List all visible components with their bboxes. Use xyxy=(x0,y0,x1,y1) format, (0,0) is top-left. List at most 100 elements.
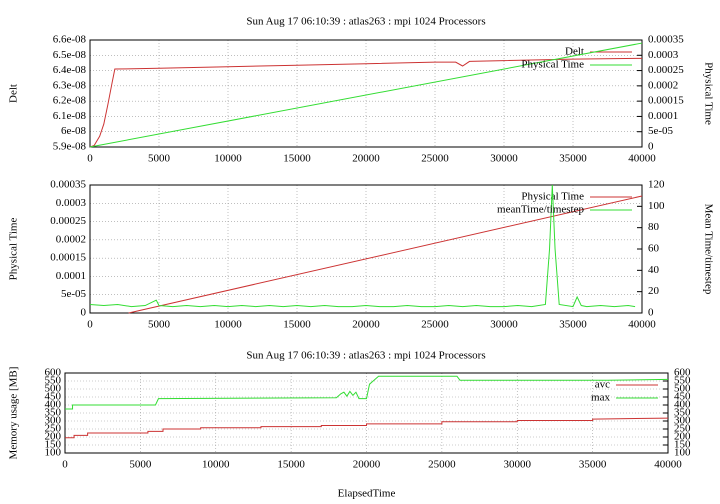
legend-label: avc xyxy=(595,379,610,391)
x-tick-label: 15000 xyxy=(277,459,305,471)
y2-tick-label: 150 xyxy=(674,439,691,451)
y-tick-label: 6.2e-08 xyxy=(53,95,87,107)
y2-tick-label: 20 xyxy=(648,285,660,297)
y-tick-label: 450 xyxy=(45,391,62,403)
y-axis-label: Memory usage [MB] xyxy=(8,367,20,460)
y2-tick-label: 80 xyxy=(648,221,660,233)
x-tick-label: 5000 xyxy=(129,459,152,471)
x-tick-label: 20000 xyxy=(353,459,381,471)
y-tick-label: 400 xyxy=(45,399,62,411)
y2-tick-label: 0.00025 xyxy=(648,64,684,76)
x-tick-label: 10000 xyxy=(202,459,230,471)
x-tick-label: 25000 xyxy=(421,153,449,165)
plot-frame xyxy=(64,372,669,454)
y-tick-label: 550 xyxy=(45,375,62,387)
y2-tick-label: 0.0003 xyxy=(648,49,679,61)
y-tick-label: 0.00025 xyxy=(50,215,86,227)
y-tick-label: 300 xyxy=(45,415,62,427)
x-tick-label: 30000 xyxy=(504,459,532,471)
y2-tick-label: 0.00015 xyxy=(648,95,684,107)
y2-axis-label: Mean Time/timestep xyxy=(702,204,714,295)
legend-label: max xyxy=(591,392,610,404)
y2-tick-label: 60 xyxy=(648,243,660,255)
y-tick-label: 5e-05 xyxy=(61,288,87,300)
y2-tick-label: 250 xyxy=(674,423,691,435)
y2-tick-label: 350 xyxy=(674,407,691,419)
x-tick-label: 30000 xyxy=(490,319,518,331)
y2-tick-label: 600 xyxy=(674,367,691,379)
x-tick-label: 10000 xyxy=(214,153,242,165)
y-tick-label: 5.9e-08 xyxy=(53,141,87,153)
y-tick-label: 0.00035 xyxy=(50,179,86,191)
y2-tick-label: 40 xyxy=(648,264,660,276)
y2-tick-label: 100 xyxy=(674,447,691,459)
y2-tick-label: 550 xyxy=(674,375,691,387)
x-axis-label: ElapsedTime xyxy=(338,488,396,500)
y-tick-label: 100 xyxy=(45,447,62,459)
data-line xyxy=(65,375,669,410)
y-axis-label: Physical Time xyxy=(8,218,20,281)
y-tick-label: 0.0002 xyxy=(56,233,86,245)
y-axis-label: Delt xyxy=(8,84,20,103)
x-tick-label: 35000 xyxy=(579,459,607,471)
y-tick-label: 500 xyxy=(45,383,62,395)
y2-tick-label: 0.0001 xyxy=(648,110,678,122)
x-tick-label: 20000 xyxy=(352,153,380,165)
y2-tick-label: 450 xyxy=(674,391,691,403)
y-tick-label: 350 xyxy=(45,407,62,419)
y-tick-label: 6.1e-08 xyxy=(53,110,87,122)
x-tick-label: 25000 xyxy=(421,319,449,331)
y2-tick-label: 0.0002 xyxy=(648,79,678,91)
y-tick-label: 6e-08 xyxy=(61,125,87,137)
y2-tick-label: 500 xyxy=(674,383,691,395)
y2-tick-label: 400 xyxy=(674,399,691,411)
y2-tick-label: 200 xyxy=(674,431,691,443)
data-line xyxy=(128,195,643,314)
plot-frame xyxy=(89,39,643,148)
legend-label: meanTime/timestep xyxy=(497,204,584,216)
data-line xyxy=(89,184,636,308)
y2-tick-label: 0 xyxy=(648,141,654,153)
x-tick-label: 0 xyxy=(62,459,68,471)
y-tick-label: 0 xyxy=(81,307,87,319)
x-tick-label: 10000 xyxy=(214,319,242,331)
x-tick-label: 5000 xyxy=(148,153,171,165)
y-tick-label: 0.0003 xyxy=(56,197,87,209)
x-tick-label: 40000 xyxy=(628,153,656,165)
x-tick-label: 20000 xyxy=(352,319,380,331)
data-line xyxy=(89,42,643,148)
data-line xyxy=(89,57,643,148)
x-tick-label: 0 xyxy=(87,319,93,331)
y-tick-label: 0.0001 xyxy=(56,270,86,282)
y-tick-label: 0.00015 xyxy=(50,252,86,264)
chart-title: Sun Aug 17 06:10:39 : atlas263 : mpi 102… xyxy=(246,350,485,362)
chart-title: Sun Aug 17 06:10:39 : atlas263 : mpi 102… xyxy=(246,16,485,28)
y-tick-label: 6.5e-08 xyxy=(53,49,87,61)
y-tick-label: 250 xyxy=(45,423,62,435)
x-tick-label: 15000 xyxy=(283,153,311,165)
y2-tick-label: 5e-05 xyxy=(648,125,674,137)
x-tick-label: 30000 xyxy=(490,153,518,165)
y-tick-label: 200 xyxy=(45,431,62,443)
y2-tick-label: 100 xyxy=(648,200,665,212)
y2-axis-label: Physical Time xyxy=(702,62,714,125)
data-line xyxy=(65,417,669,439)
y2-tick-label: 0.00035 xyxy=(648,34,684,46)
plot-frame xyxy=(89,184,643,314)
x-tick-label: 25000 xyxy=(428,459,456,471)
legend-label: Physical Time xyxy=(521,59,584,71)
y2-tick-label: 0 xyxy=(648,307,654,319)
y-tick-label: 6.4e-08 xyxy=(53,64,87,76)
x-tick-label: 0 xyxy=(87,153,93,165)
x-tick-label: 5000 xyxy=(148,319,171,331)
y2-tick-label: 120 xyxy=(648,179,665,191)
y-tick-label: 150 xyxy=(45,439,62,451)
x-tick-label: 35000 xyxy=(559,319,587,331)
y-tick-label: 6.3e-08 xyxy=(53,79,87,91)
x-tick-label: 40000 xyxy=(654,459,682,471)
y-tick-label: 600 xyxy=(45,367,62,379)
x-tick-label: 35000 xyxy=(559,153,587,165)
y-tick-label: 6.6e-08 xyxy=(53,34,87,46)
y2-tick-label: 300 xyxy=(674,415,691,427)
